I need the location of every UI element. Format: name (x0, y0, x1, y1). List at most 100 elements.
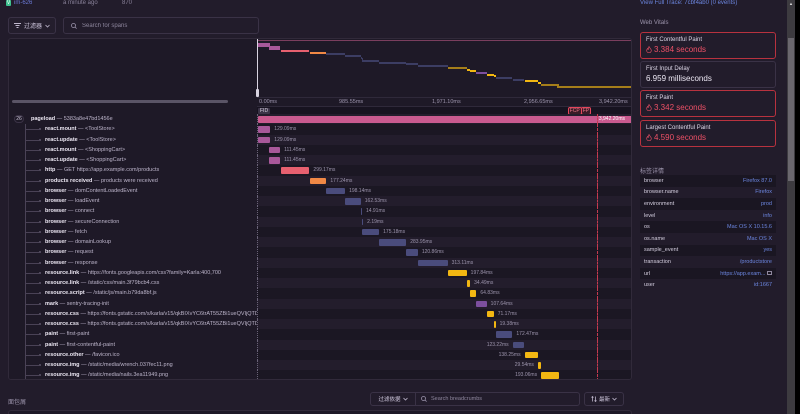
span-bar[interactable] (537, 362, 541, 369)
span-bar[interactable] (309, 177, 327, 184)
project-badge[interactable]: V im-626 (6, 0, 32, 6)
span-name-cell[interactable]: browser — loadEvent (9, 196, 257, 207)
span-row[interactable]: products received — products were receiv… (9, 175, 631, 186)
span-bar[interactable] (345, 198, 361, 205)
span-bar[interactable] (326, 187, 346, 195)
span-name-cell[interactable]: resource.css — https://fonts.gstatic.com… (9, 319, 257, 330)
span-bar[interactable] (258, 136, 271, 143)
scroll-up-arrow-icon[interactable]: ▲ (789, 1, 793, 6)
span-name-cell[interactable]: browser — domContentLoadedEvent (9, 185, 257, 196)
view-full-trace-link[interactable]: View Full Trace: 7cbf4ab0 (0 events) (640, 0, 738, 6)
span-bar-cell[interactable]: 14.91ms (257, 206, 631, 217)
span-bar-cell[interactable]: 107.64ms (257, 298, 631, 309)
filter-button[interactable]: 过滤器 (8, 17, 56, 34)
span-bar[interactable] (269, 157, 281, 164)
span-bar[interactable] (269, 146, 281, 154)
span-row[interactable]: browser — connect 14.91ms (9, 206, 631, 217)
span-name-cell[interactable]: react.mount — <ShoppingCart> (9, 144, 257, 155)
span-row[interactable]: resource.css — https://fonts.gstatic.com… (9, 308, 631, 319)
span-bar[interactable] (466, 280, 471, 287)
span-row[interactable]: react.update — <ToolStore> 129.09ms (9, 134, 631, 145)
span-bar-cell[interactable]: 3,942.20ms (257, 114, 631, 125)
span-bar-cell[interactable]: 34.49ms (257, 278, 631, 289)
trace-minimap[interactable] (256, 39, 632, 97)
breadcrumb-type-filter[interactable]: 过滤依据 (371, 393, 416, 405)
span-row[interactable]: browser — secureConnection 2.19ms (9, 216, 631, 227)
horizontal-scrollbar[interactable] (12, 100, 228, 103)
span-row[interactable]: browser — loadEvent 162.53ms (9, 196, 631, 207)
span-row[interactable]: 26 pageload — 5383a8e47bd1456e 3,942.20ms (9, 114, 631, 125)
span-row[interactable]: react.mount — <ToolStore> 129.09ms (9, 124, 631, 135)
minimap-right-handle[interactable] (631, 89, 632, 97)
span-name-cell[interactable]: resource.css — https://fonts.gstatic.com… (9, 308, 257, 319)
span-row[interactable]: resource.link — https://fonts.googleapis… (9, 267, 631, 278)
span-name-cell[interactable]: react.update — <ToolStore> (9, 134, 257, 145)
tag-value[interactable]: Firefox 87.0 (742, 177, 772, 184)
tag-value[interactable]: info (763, 212, 772, 219)
tag-value[interactable]: prod (760, 200, 772, 207)
span-row[interactable]: browser — domContentLoadedEvent 198.14ms (9, 185, 631, 196)
span-bar-cell[interactable]: 283.95ms (257, 237, 631, 248)
span-bar-cell[interactable]: 64.83ms (257, 288, 631, 299)
span-row[interactable]: paint — first-contentful-paint 123.22ms (9, 339, 631, 350)
scrollbar-thumb[interactable] (788, 38, 794, 181)
span-bar-cell[interactable]: 193.06ms (257, 370, 631, 379)
span-row[interactable]: resource.img — /static/media/nails.3ea11… (9, 370, 631, 379)
span-name-cell[interactable]: browser — connect (9, 206, 257, 217)
span-name-cell[interactable]: resource.link — https://fonts.googleapis… (9, 267, 257, 278)
span-name-cell[interactable]: resource.img — /static/media/wrench.037f… (9, 360, 257, 371)
span-row[interactable]: mark — sentry-tracing-init 107.64ms (9, 298, 631, 309)
span-bar[interactable] (258, 126, 271, 133)
span-row[interactable]: resource.link — /static/css/main.3f79bcb… (9, 278, 631, 289)
span-bar-cell[interactable]: 177.24ms (257, 175, 631, 186)
span-name-cell[interactable]: paint — first-paint (9, 329, 257, 340)
minimap-left-handle[interactable] (256, 89, 259, 97)
span-bar-cell[interactable]: 129.09ms (257, 134, 631, 145)
span-bar[interactable] (447, 269, 467, 277)
span-bar-cell[interactable]: 111.45ms (257, 144, 631, 155)
tag-value[interactable]: Firefox (755, 189, 772, 196)
span-bar-cell[interactable]: 138.25ms (257, 349, 631, 360)
tag-value[interactable]: yes (763, 247, 772, 254)
span-row[interactable]: react.update — <ShoppingCart> 111.45ms (9, 155, 631, 166)
external-link-icon[interactable] (767, 271, 772, 276)
tag-value[interactable]: id:1667 (753, 282, 772, 289)
span-bar[interactable] (379, 239, 407, 246)
span-name-cell[interactable]: resource.img — /static/media/nails.3ea11… (9, 370, 257, 379)
span-name-cell[interactable]: products received — products were receiv… (9, 175, 257, 186)
span-row[interactable]: resource.other — /favicon.ico 138.25ms (9, 349, 631, 360)
span-bar[interactable] (512, 341, 525, 348)
page-scrollbar[interactable]: ▲ (787, 0, 795, 414)
span-bar[interactable] (417, 259, 448, 266)
child-count-toggle[interactable]: 26 (14, 115, 24, 123)
span-bar-cell[interactable]: 2.19ms (257, 216, 631, 227)
project-name[interactable]: im-626 (14, 0, 33, 6)
span-name-cell[interactable]: react.mount — <ToolStore> (9, 124, 257, 135)
span-row[interactable]: browser — request 120.86ms (9, 247, 631, 258)
span-bar-cell[interactable]: 123.22ms (257, 339, 631, 350)
breadcrumb-search[interactable] (416, 393, 579, 405)
span-bar-cell[interactable]: 197.84ms (257, 267, 631, 278)
span-search-input[interactable] (82, 22, 252, 29)
span-name-cell[interactable]: browser — domainLookup (9, 237, 257, 248)
span-name-cell[interactable]: resource.link — /static/css/main.3f79bcb… (9, 278, 257, 289)
span-name-cell[interactable]: browser — fetch (9, 226, 257, 237)
tag-value[interactable]: https://app.exam... (720, 270, 766, 277)
span-bar[interactable] (486, 310, 494, 318)
span-bar-cell[interactable]: 299.17ms (257, 165, 631, 176)
span-name-cell[interactable]: browser — secureConnection (9, 216, 257, 227)
span-bar[interactable] (280, 167, 310, 174)
span-name-cell[interactable]: browser — response (9, 257, 257, 268)
span-row[interactable]: http — GET https://app.example.com/produ… (9, 165, 631, 176)
span-bar[interactable] (524, 351, 538, 359)
span-bar[interactable] (360, 208, 362, 215)
span-bar-cell[interactable]: 313.11ms (257, 257, 631, 268)
span-bar-cell[interactable]: 175.18ms (257, 226, 631, 237)
span-bar[interactable] (361, 218, 364, 225)
tag-value[interactable]: /productstore (739, 258, 772, 265)
span-row[interactable]: resource.script — /static/js/main.b79da8… (9, 288, 631, 299)
span-bar-cell[interactable]: 172.47ms (257, 329, 631, 340)
span-bar-cell[interactable]: 198.14ms (257, 185, 631, 196)
fid-marker[interactable]: FID (258, 108, 271, 114)
span-bar[interactable] (406, 249, 418, 256)
